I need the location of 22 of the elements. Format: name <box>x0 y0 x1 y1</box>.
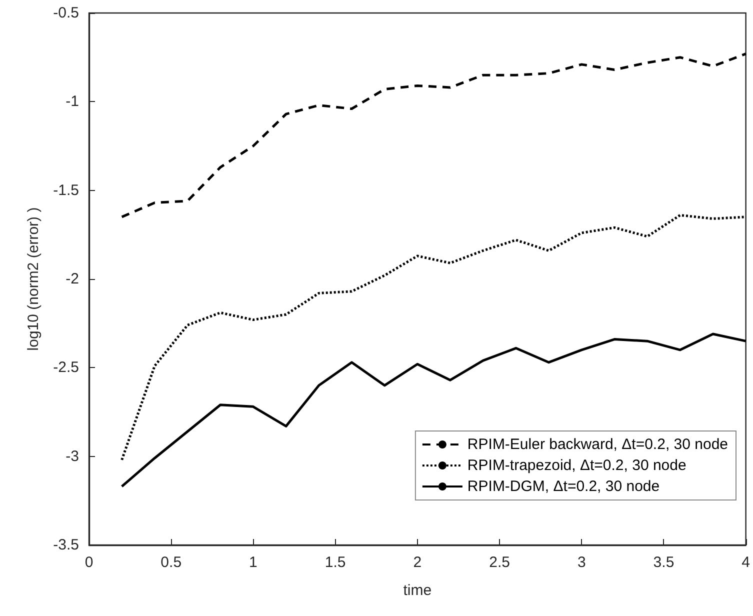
x-tick-label: 3.5 <box>653 554 674 571</box>
legend-label: RPIM-DGM, Δt=0.2, 30 node <box>467 478 660 495</box>
x-tick-label: 0.5 <box>160 554 182 571</box>
y-tick-label: -2.5 <box>53 359 79 376</box>
x-axis-title: time <box>403 582 432 599</box>
y-tick-label: -1.5 <box>53 182 79 199</box>
x-tick-label: 2.5 <box>489 554 510 571</box>
y-tick-label: -0.5 <box>53 4 79 22</box>
x-tick-label: 3 <box>577 554 586 571</box>
y-tick-label: -1 <box>66 93 79 110</box>
x-tick-label: 4 <box>742 554 750 571</box>
x-tick-label: 2 <box>413 554 422 571</box>
y-tick-label: -3 <box>66 448 79 465</box>
legend-label: RPIM-trapezoid, Δt=0.2, 30 node <box>467 457 686 474</box>
y-tick-label: -2 <box>66 270 79 288</box>
x-tick-label: 1.5 <box>324 554 346 571</box>
y-tick-label: -3.5 <box>53 536 79 554</box>
y-axis-title: log10 (norm2 (error) ) <box>25 207 42 351</box>
line-series <box>120 52 748 218</box>
x-tick-label: 0 <box>84 554 94 571</box>
legend-label: RPIM-Euler backward, Δt=0.2, 30 node <box>467 436 728 453</box>
x-tick-label: 1 <box>249 554 258 571</box>
